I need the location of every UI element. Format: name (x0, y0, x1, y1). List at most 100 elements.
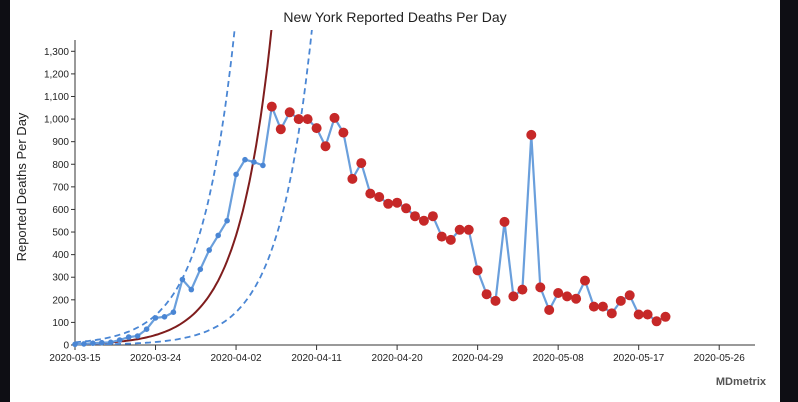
chart-frame: New York Reported Deaths Per Day Reporte… (10, 0, 780, 402)
later-data-point (284, 107, 295, 118)
early-data-point (233, 171, 239, 178)
later-data-point (338, 127, 349, 138)
early-data-point (188, 286, 195, 293)
y-tick-label: 0 (63, 341, 69, 352)
later-data-point (365, 188, 376, 199)
later-data-point (517, 284, 528, 295)
early-data-point (143, 326, 150, 333)
early-data-point (152, 315, 159, 321)
early-data-point (179, 276, 186, 283)
later-data-point (544, 305, 555, 315)
later-data-point (651, 316, 662, 327)
fit-group (75, 30, 313, 345)
observed-deaths-line (74, 102, 666, 346)
early-data-point (161, 314, 168, 320)
later-data-point (624, 290, 635, 301)
later-data-point (580, 275, 590, 286)
early-data-point (90, 340, 96, 347)
y-tick-label: 500 (52, 228, 69, 239)
later-data-point (606, 308, 617, 319)
y-tick-label: 800 (52, 160, 69, 171)
x-tick-label: 2020-05-08 (533, 353, 585, 364)
later-data-point (490, 295, 501, 306)
later-data-point (535, 282, 546, 293)
y-tick-label: 600 (52, 205, 69, 216)
y-tick-label: 200 (52, 295, 69, 306)
later-data-point (383, 198, 394, 209)
fit-upper-band (75, 30, 236, 344)
x-tick-label: 2020-04-20 (372, 353, 424, 364)
later-data-point (374, 192, 385, 202)
later-data-point (401, 203, 412, 214)
later-data-point (347, 173, 358, 184)
later-data-point (427, 211, 438, 222)
early-data-point (134, 333, 141, 339)
early-data-point (215, 232, 221, 239)
y-tick-label: 700 (52, 182, 69, 193)
early-data-point (99, 339, 105, 346)
later-data-point (660, 311, 671, 322)
later-data-point (499, 216, 510, 227)
x-tick-label: 2020-04-02 (210, 353, 262, 364)
later-data-point (597, 301, 608, 312)
early-data-point (108, 339, 114, 346)
later-data-point (302, 114, 313, 125)
later-data-point (571, 293, 582, 304)
x-tick-label: 2020-05-26 (694, 353, 746, 364)
later-data-point (329, 112, 340, 123)
later-data-point (410, 211, 420, 222)
y-tick-label: 1,200 (44, 69, 69, 80)
later-data-point (418, 215, 429, 226)
fit-lower-band (75, 30, 313, 345)
y-tick-label: 1,100 (44, 92, 69, 103)
y-tick-label: 1,300 (44, 47, 69, 58)
early-data-point (125, 334, 132, 340)
later-data-point (472, 265, 483, 276)
x-tick-label: 2020-03-24 (130, 353, 182, 364)
early-data-point (224, 217, 230, 224)
later-data-point (526, 129, 537, 140)
early-data-point (260, 162, 266, 169)
later-data-point (588, 301, 599, 312)
plot-area: 0 100 200 300 400 500 600 700 800 900 1,000 1,100 1,… (44, 30, 755, 364)
later-data-point (463, 224, 474, 235)
chart-title: New York Reported Deaths Per Day (283, 9, 506, 25)
early-data-point (170, 309, 177, 316)
y-tick-label: 300 (52, 273, 69, 284)
later-data-point (445, 234, 456, 245)
early-data-point (81, 341, 87, 347)
later-data-point (508, 291, 519, 302)
y-tick-label: 1,000 (44, 115, 69, 126)
later-data-point (392, 197, 403, 208)
deaths-line-chart: New York Reported Deaths Per Day Reporte… (14, 9, 767, 388)
x-tick-label: 2020-04-11 (291, 353, 342, 364)
mdmetrix-logo: MDmetrix (716, 376, 767, 388)
early-data-point (116, 337, 123, 343)
later-data-point (320, 141, 331, 152)
later-data-point (454, 224, 465, 235)
y-axis-label: Reported Deaths Per Day (14, 112, 29, 261)
later-data-point (633, 309, 644, 320)
later-data-point (275, 124, 286, 135)
y-tick-label: 100 (52, 318, 69, 329)
early-data-point (197, 266, 204, 273)
y-tick-label: 400 (52, 250, 69, 261)
later-data-point (436, 231, 447, 242)
later-data-point (562, 291, 573, 302)
later-data-point (266, 101, 277, 112)
early-data-point (72, 341, 78, 348)
later-data-point (615, 295, 626, 306)
x-tick-label: 2020-05-17 (613, 353, 665, 364)
early-data-point (251, 159, 257, 165)
y-tick-label: 900 (52, 137, 69, 148)
later-data-point (553, 288, 564, 298)
early-data-point (206, 247, 212, 253)
x-tick-label: 2020-03-15 (49, 353, 101, 364)
later-data-point (293, 114, 304, 125)
later-data-point (642, 309, 653, 320)
early-data-point (242, 156, 248, 163)
later-data-point (311, 123, 322, 134)
x-tick-label: 2020-04-29 (452, 353, 504, 364)
later-data-point (356, 158, 367, 169)
later-data-point (481, 289, 492, 300)
